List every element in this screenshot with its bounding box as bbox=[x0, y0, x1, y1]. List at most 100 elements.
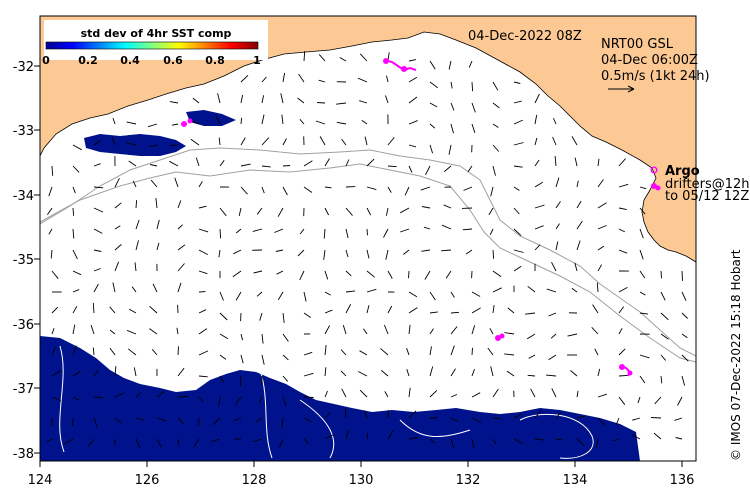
colorbar-tick-label: 0.4 bbox=[120, 54, 140, 67]
current-vector bbox=[47, 207, 53, 216]
current-vector bbox=[297, 249, 305, 257]
current-vector bbox=[215, 115, 221, 125]
current-vector bbox=[422, 206, 431, 209]
current-vector bbox=[219, 333, 229, 340]
current-vector bbox=[303, 351, 313, 356]
current-vector bbox=[408, 96, 418, 104]
lon-tick-label: 134 bbox=[563, 473, 588, 488]
current-vector bbox=[443, 204, 452, 209]
current-vector bbox=[345, 430, 350, 440]
current-vector bbox=[551, 261, 557, 272]
current-vector bbox=[450, 417, 459, 422]
current-vector bbox=[131, 286, 137, 293]
current-vector bbox=[324, 390, 328, 398]
colorbar-gradient bbox=[45, 41, 259, 50]
sst-contours bbox=[59, 345, 594, 459]
current-vector bbox=[261, 186, 265, 194]
current-vector bbox=[133, 367, 137, 377]
current-vector bbox=[653, 432, 662, 440]
current-vector bbox=[240, 137, 246, 146]
current-vector bbox=[597, 179, 604, 188]
current-vector bbox=[177, 438, 180, 446]
current-vector bbox=[571, 287, 578, 293]
current-vector bbox=[90, 324, 95, 335]
current-vector bbox=[324, 291, 331, 296]
current-vector bbox=[276, 270, 284, 275]
current-vector bbox=[487, 347, 494, 356]
current-vector bbox=[366, 249, 370, 259]
current-vector bbox=[156, 438, 162, 448]
current-vector bbox=[675, 437, 683, 440]
drifters-label: drifters@12h bbox=[665, 177, 750, 192]
current-vector bbox=[336, 121, 347, 125]
current-vector bbox=[366, 432, 369, 440]
current-vector bbox=[324, 412, 332, 419]
current-vector bbox=[324, 345, 327, 356]
current-vector bbox=[72, 324, 76, 335]
current-vector bbox=[403, 249, 410, 255]
current-vector bbox=[132, 180, 137, 188]
current-vector bbox=[513, 119, 523, 125]
current-vector bbox=[135, 417, 144, 421]
current-vector bbox=[615, 417, 620, 426]
current-vector bbox=[233, 249, 242, 255]
current-vector bbox=[135, 200, 138, 209]
current-vector bbox=[303, 417, 312, 422]
current-vector bbox=[177, 224, 183, 230]
current-vector bbox=[548, 312, 557, 317]
product-line: 0.5m/s (1kt 24h) bbox=[601, 69, 710, 84]
current-vector bbox=[51, 165, 54, 176]
current-vector bbox=[639, 207, 646, 215]
current-vector bbox=[198, 181, 203, 188]
current-vector bbox=[192, 97, 200, 104]
current-vector bbox=[93, 268, 101, 272]
current-vector bbox=[639, 291, 646, 296]
current-vector bbox=[408, 387, 411, 398]
current-vector bbox=[280, 93, 284, 104]
current-vector bbox=[342, 324, 347, 335]
current-vector bbox=[421, 249, 431, 252]
current-vector bbox=[339, 57, 347, 62]
argo-legend-marker bbox=[650, 166, 658, 174]
current-vector bbox=[618, 328, 623, 335]
lat-tick-label: -32 bbox=[13, 60, 34, 75]
current-vector bbox=[450, 394, 458, 398]
current-vector bbox=[72, 305, 78, 314]
current-vector bbox=[127, 348, 137, 356]
current-vector bbox=[50, 249, 53, 259]
current-vector bbox=[387, 137, 395, 146]
current-vector bbox=[282, 165, 291, 167]
current-vector bbox=[303, 291, 307, 302]
current-vector bbox=[381, 370, 389, 377]
current-vector bbox=[190, 138, 200, 146]
current-vector bbox=[235, 291, 242, 301]
current-vector bbox=[198, 228, 209, 233]
current-vectors bbox=[46, 51, 689, 449]
current-vector bbox=[576, 438, 585, 446]
current-vector bbox=[681, 291, 687, 301]
current-vector bbox=[72, 249, 78, 260]
current-vector bbox=[513, 265, 522, 272]
current-vector bbox=[218, 396, 221, 407]
current-vector bbox=[114, 392, 124, 398]
current-vector bbox=[576, 200, 582, 209]
current-vector bbox=[492, 305, 495, 314]
current-vector bbox=[429, 123, 436, 129]
current-vector bbox=[408, 270, 410, 279]
current-vector bbox=[198, 350, 209, 356]
current-vector bbox=[198, 328, 208, 335]
plot-frame bbox=[39, 15, 697, 462]
current-vector bbox=[567, 333, 578, 337]
current-vector bbox=[93, 140, 101, 146]
current-vector bbox=[324, 207, 330, 216]
current-vector bbox=[429, 389, 438, 398]
current-vector bbox=[506, 370, 515, 377]
current-vector bbox=[387, 186, 392, 193]
current-vector bbox=[387, 305, 393, 314]
current-vector bbox=[471, 81, 474, 92]
current-vector bbox=[597, 202, 607, 209]
current-vector bbox=[681, 354, 689, 362]
current-vector bbox=[441, 224, 452, 230]
credit-text: © IMOS 07-Dec-2022 15:18 Hobart bbox=[729, 249, 743, 461]
